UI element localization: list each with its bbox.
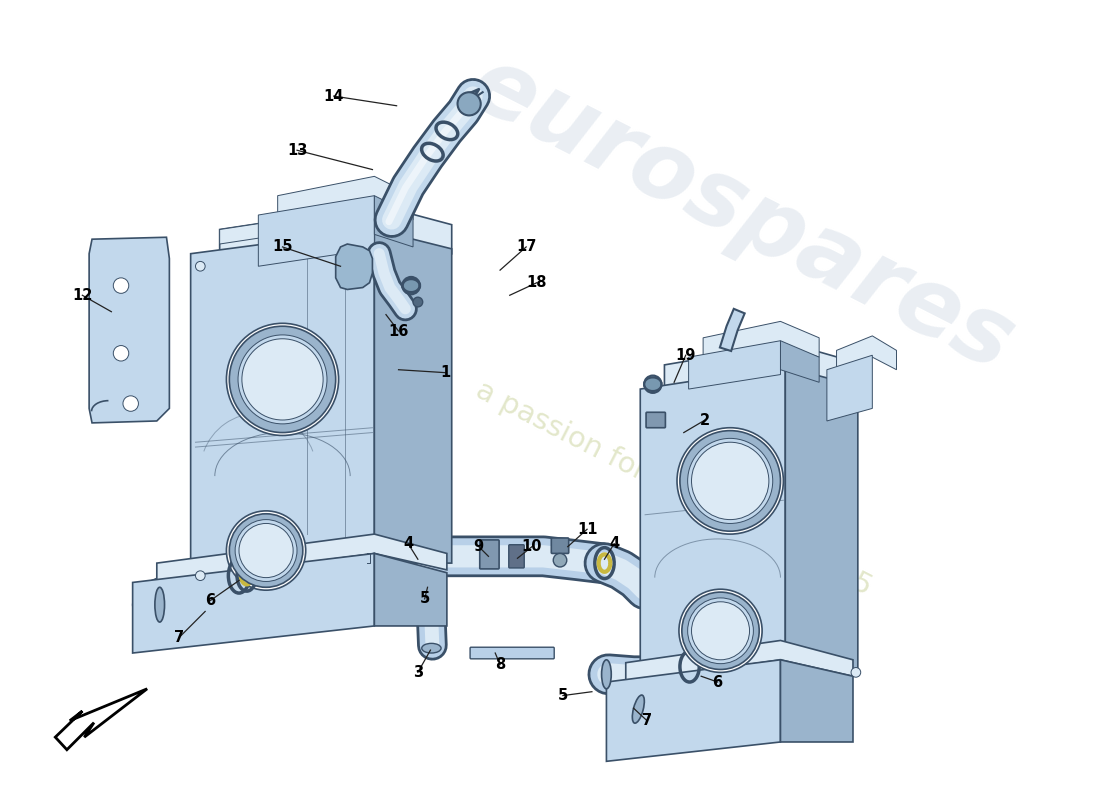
Circle shape xyxy=(242,338,323,420)
Text: 14: 14 xyxy=(323,89,344,103)
Ellipse shape xyxy=(421,643,441,653)
Text: 7: 7 xyxy=(174,630,184,645)
Ellipse shape xyxy=(632,695,645,723)
Text: 15: 15 xyxy=(273,239,293,254)
Polygon shape xyxy=(827,355,872,421)
Circle shape xyxy=(680,430,781,531)
Text: 1: 1 xyxy=(440,365,450,380)
Text: 19: 19 xyxy=(675,348,696,362)
Circle shape xyxy=(227,511,306,590)
Polygon shape xyxy=(606,660,781,762)
Text: 17: 17 xyxy=(516,239,537,254)
Text: 5: 5 xyxy=(419,591,430,606)
Polygon shape xyxy=(157,534,447,582)
Circle shape xyxy=(113,346,129,361)
Polygon shape xyxy=(89,238,169,423)
Circle shape xyxy=(239,523,293,578)
Text: 4: 4 xyxy=(403,536,414,551)
Polygon shape xyxy=(220,206,380,244)
Polygon shape xyxy=(626,641,852,682)
Polygon shape xyxy=(664,344,858,389)
Circle shape xyxy=(679,590,762,672)
Text: 6: 6 xyxy=(713,674,723,690)
Polygon shape xyxy=(374,196,412,247)
Circle shape xyxy=(229,326,336,433)
Polygon shape xyxy=(220,206,452,262)
Circle shape xyxy=(851,667,860,678)
Polygon shape xyxy=(55,689,147,750)
Text: 5: 5 xyxy=(558,688,568,703)
FancyBboxPatch shape xyxy=(470,647,554,659)
Polygon shape xyxy=(836,336,896,370)
Polygon shape xyxy=(336,244,373,290)
Circle shape xyxy=(553,554,566,567)
Polygon shape xyxy=(133,554,374,653)
Text: 8: 8 xyxy=(495,657,505,672)
Polygon shape xyxy=(781,341,820,382)
Text: 3: 3 xyxy=(412,665,422,680)
Circle shape xyxy=(196,571,206,581)
Circle shape xyxy=(227,323,339,435)
Circle shape xyxy=(688,598,754,664)
Circle shape xyxy=(692,602,749,660)
Polygon shape xyxy=(374,230,452,563)
Circle shape xyxy=(682,592,759,670)
Circle shape xyxy=(229,514,302,587)
Text: a passion for parts since 1985: a passion for parts since 1985 xyxy=(472,376,877,601)
Circle shape xyxy=(458,92,481,115)
Polygon shape xyxy=(785,367,858,670)
Circle shape xyxy=(196,262,206,271)
Circle shape xyxy=(412,298,422,307)
Text: 11: 11 xyxy=(576,522,597,537)
Text: 18: 18 xyxy=(527,275,547,290)
Text: 9: 9 xyxy=(474,539,484,554)
Text: 4: 4 xyxy=(609,536,619,551)
Text: eurospares: eurospares xyxy=(454,38,1028,392)
Circle shape xyxy=(676,428,783,534)
Ellipse shape xyxy=(602,660,612,689)
Circle shape xyxy=(123,396,139,411)
Circle shape xyxy=(688,438,772,523)
Text: 12: 12 xyxy=(73,288,92,302)
Ellipse shape xyxy=(155,587,165,622)
Circle shape xyxy=(403,277,420,294)
Polygon shape xyxy=(190,230,374,587)
FancyBboxPatch shape xyxy=(646,412,666,428)
Text: 13: 13 xyxy=(287,142,307,158)
FancyBboxPatch shape xyxy=(509,545,525,568)
Polygon shape xyxy=(703,322,820,360)
Circle shape xyxy=(238,335,327,424)
Polygon shape xyxy=(640,367,785,692)
Circle shape xyxy=(692,442,769,519)
Text: 6: 6 xyxy=(205,594,214,608)
Text: 2: 2 xyxy=(700,413,711,427)
Polygon shape xyxy=(258,196,374,266)
Polygon shape xyxy=(781,660,852,742)
Circle shape xyxy=(113,278,129,294)
Circle shape xyxy=(645,375,661,393)
Text: 16: 16 xyxy=(388,323,409,338)
FancyBboxPatch shape xyxy=(480,540,499,569)
Text: 7: 7 xyxy=(642,714,652,728)
Polygon shape xyxy=(374,554,447,626)
Circle shape xyxy=(235,519,297,582)
Text: 10: 10 xyxy=(521,539,542,554)
Polygon shape xyxy=(689,341,781,389)
Polygon shape xyxy=(277,176,412,220)
FancyBboxPatch shape xyxy=(551,538,569,554)
